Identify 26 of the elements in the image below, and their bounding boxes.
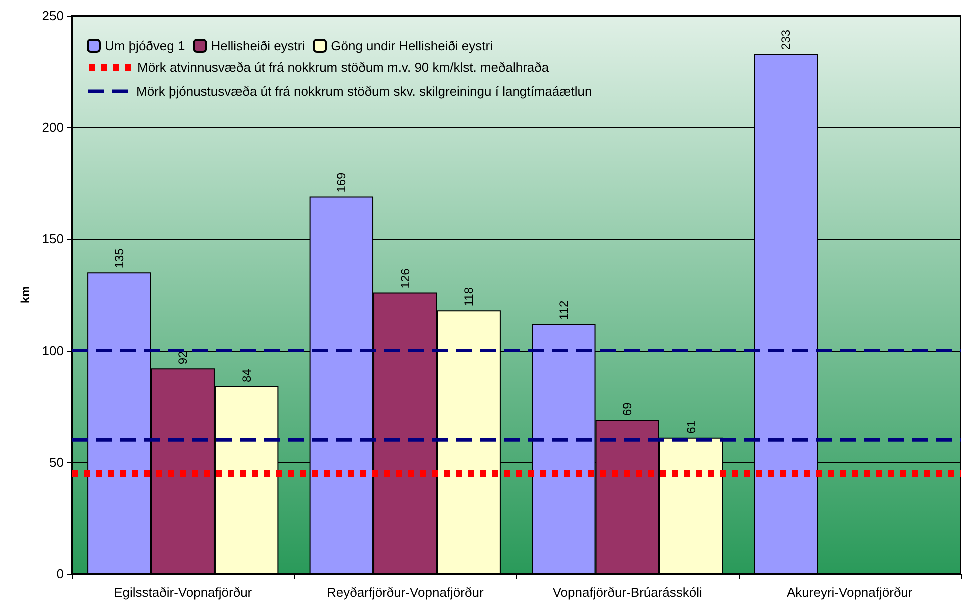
data-label: 92	[176, 350, 190, 365]
legend-label: Hellisheiði eystri	[211, 38, 306, 54]
x-tick-label: Akureyri-Vopnafjörður	[787, 585, 914, 600]
x-tick-label: Egilsstaðir-Vopnafjörður	[114, 585, 253, 600]
data-label: 126	[398, 268, 412, 289]
data-label: 61	[684, 420, 698, 434]
y-axis-title: km	[18, 286, 32, 304]
data-label: 135	[112, 248, 126, 269]
x-tick-label: Reyðarfjörður-Vopnafjörður	[326, 585, 484, 600]
data-label: 69	[620, 402, 635, 416]
data-label: 169	[334, 172, 349, 193]
x-tick-label: Vopnafjörður-Brúarásskóli	[552, 585, 703, 600]
legend-label: Mörk atvinnusvæða út frá nokkrum stöðum m.v. 90 km/klst. meðalhraða	[138, 60, 550, 75]
data-label: 118	[462, 287, 476, 307]
y-tick-label: 100	[42, 343, 64, 358]
legend-label: Göng undir Hellisheiði eystri	[331, 38, 494, 54]
data-label: 112	[556, 300, 571, 320]
y-tick-label: 250	[42, 8, 64, 24]
y-tick-label: 200	[42, 120, 64, 136]
y-tick-label: 0	[56, 566, 64, 582]
legend-label: Mörk þjónustusvæða út frá nokkrum stöðum skv. skilgreiningu í langtímaáætlun	[136, 84, 592, 99]
legend-label: Um þjóðveg 1	[105, 38, 186, 54]
y-tick-label: 150	[42, 232, 64, 247]
data-label: 233	[779, 30, 794, 50]
y-tick-label: 50	[50, 454, 64, 470]
data-label: 84	[240, 368, 254, 383]
